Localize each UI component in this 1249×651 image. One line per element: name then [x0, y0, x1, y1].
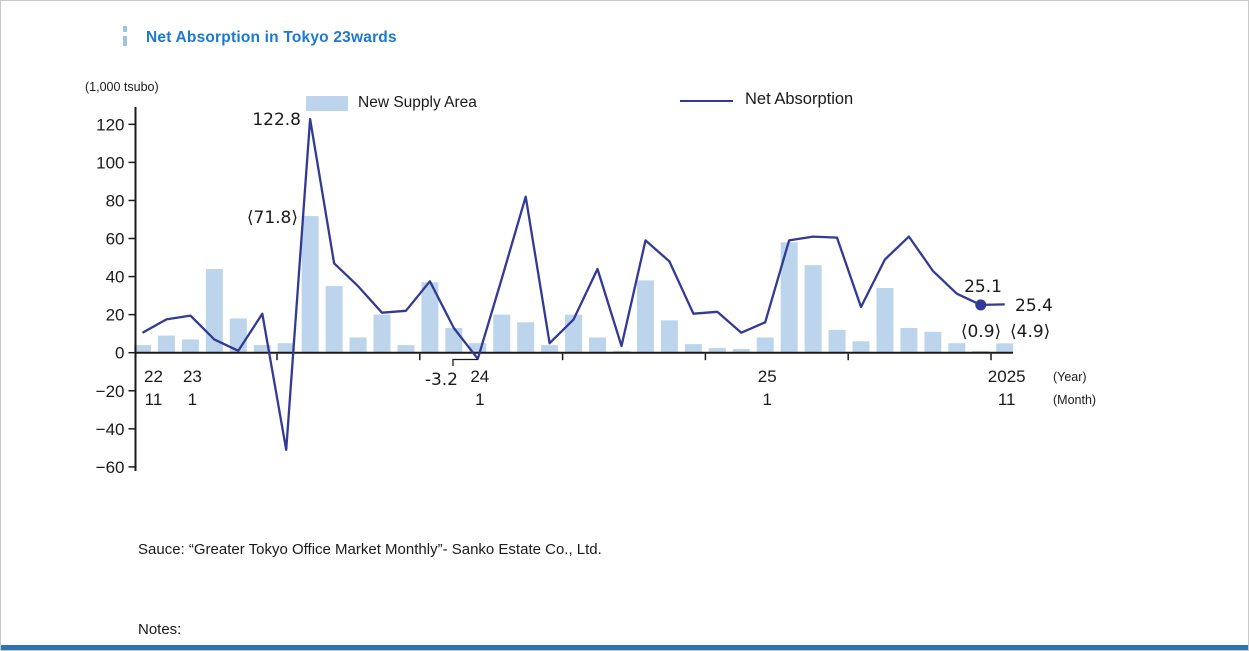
new-supply-bar: [876, 287, 894, 353]
legend-bar-swatch: [306, 96, 348, 111]
y-tick-label: 60: [106, 230, 125, 249]
page-title: Net Absorption in Tokyo 23wards: [146, 29, 397, 46]
new-supply-bar: [948, 343, 966, 353]
source-line: Sauce: “Greater Tokyo Office Market Mont…: [138, 541, 602, 559]
new-supply-bar: [181, 339, 199, 353]
new-supply-bar: [469, 343, 487, 353]
new-supply-bar: [900, 327, 918, 353]
x-tick-month-label: 11: [998, 390, 1016, 409]
y-tick-label: 0: [115, 344, 124, 363]
new-supply-bar: [589, 337, 607, 353]
y-tick-label: −40: [96, 420, 125, 439]
y-tick-label: 120: [96, 115, 124, 134]
data-annotation: 25.4: [1015, 296, 1053, 316]
new-supply-bar: [780, 242, 798, 353]
legend-line-label: Net Absorption: [745, 90, 854, 108]
new-supply-bar: [660, 320, 678, 353]
new-supply-bar: [325, 286, 343, 353]
new-supply-bar: [828, 329, 846, 353]
new-supply-bar: [804, 265, 822, 353]
new-supply-bar: [756, 337, 774, 353]
x-tick-year-label: 24: [470, 367, 489, 386]
x-tick-year-label: 2025: [988, 367, 1026, 386]
data-annotation: -3.2: [425, 370, 458, 390]
y-tick-label: −60: [96, 458, 125, 477]
latest-point-marker: [975, 299, 987, 311]
new-supply-bar: [445, 327, 463, 353]
new-supply-bar: [493, 314, 511, 353]
new-supply-bar: [134, 345, 151, 353]
data-annotation: ⟨0.9⟩: [961, 322, 1001, 342]
new-supply-bar: [852, 341, 870, 353]
title-bullet-icon: [123, 36, 127, 46]
x-tick-month-label: 1: [188, 390, 197, 409]
new-supply-bar: [205, 268, 223, 353]
new-supply-bar: [708, 347, 726, 353]
year-unit-note: (Year): [1053, 370, 1087, 384]
x-tick-year-label: 25: [758, 367, 777, 386]
y-tick-label: −20: [96, 382, 125, 401]
data-annotation: 122.8: [252, 110, 301, 130]
x-tick-year-label: 23: [183, 367, 202, 386]
data-annotation: ⟨71.8⟩: [247, 208, 298, 228]
new-supply-bar: [924, 331, 942, 353]
title-bullet-icon: [123, 26, 127, 32]
legend-bar-label: New Supply Area: [358, 94, 477, 111]
new-supply-bar: [349, 337, 367, 353]
net-absorption-line: [141, 117, 1005, 451]
new-supply-bar: [301, 216, 319, 353]
new-supply-bar: [996, 343, 1014, 353]
new-supply-bar: [517, 322, 535, 353]
new-supply-bar: [541, 345, 559, 353]
data-annotation: 25.1: [964, 277, 1002, 297]
new-supply-bar: [732, 348, 750, 353]
y-tick-label: 80: [106, 191, 125, 210]
month-unit-note: (Month): [1053, 393, 1096, 407]
x-tick-month-label: 11: [145, 390, 163, 409]
notes-title: Notes:: [138, 620, 182, 638]
footer-notes: Sauce: “Greater Tokyo Office Market Mont…: [138, 484, 855, 650]
data-annotation: ⟨4.9⟩: [1010, 322, 1050, 342]
x-tick-month-label: 1: [762, 390, 771, 409]
new-supply-bar: [684, 344, 702, 353]
new-supply-bar: [421, 282, 439, 353]
new-supply-bar: [277, 343, 295, 353]
y-axis-unit-label: (1,000 tsubo): [85, 80, 159, 94]
new-supply-bar: [636, 280, 654, 353]
annotation-bracket: [452, 358, 478, 366]
y-tick-label: 40: [106, 268, 125, 287]
x-tick-year-label: 22: [144, 367, 163, 386]
legend-line-swatch: [680, 100, 733, 102]
new-supply-bar: [157, 335, 175, 353]
new-supply-bar: [253, 345, 271, 353]
y-tick-label: 20: [106, 306, 125, 325]
new-supply-bar: [373, 314, 391, 353]
new-supply-bar: [397, 345, 415, 353]
x-tick-month-label: 1: [475, 390, 484, 409]
bottom-accent-strip: [1, 645, 1248, 650]
y-tick-label: 100: [96, 153, 124, 172]
